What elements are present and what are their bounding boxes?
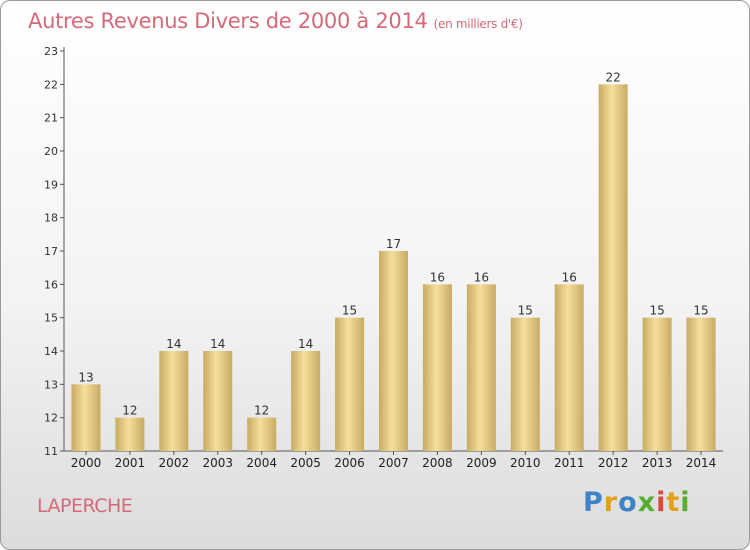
logo-letter: x: [637, 487, 657, 518]
bar: [642, 317, 672, 451]
x-tick-label: 2010: [510, 456, 541, 470]
bar: [159, 351, 189, 451]
logo-letter: i: [656, 487, 667, 518]
data-label: 15: [342, 304, 357, 318]
x-tick-label: 2004: [246, 456, 277, 470]
x-tick-label: 2012: [598, 456, 629, 470]
x-tick-label: 2009: [466, 456, 497, 470]
data-label: 13: [78, 370, 93, 384]
y-tick-label: 22: [44, 78, 58, 91]
data-label: 16: [562, 270, 577, 284]
data-label: 14: [210, 337, 225, 351]
x-tick-label: 2011: [554, 456, 585, 470]
bar: [247, 417, 277, 451]
bar: [291, 351, 321, 451]
y-tick-label: 23: [44, 45, 58, 58]
bar: [379, 251, 408, 451]
bar: [71, 384, 101, 451]
x-tick-label: 2006: [334, 456, 365, 470]
data-label: 16: [474, 270, 489, 284]
data-label: 15: [518, 304, 533, 318]
x-tick-label: 2014: [686, 456, 717, 470]
y-tick-label: 20: [44, 145, 58, 158]
x-tick-label: 2013: [642, 456, 673, 470]
data-label: 12: [254, 404, 269, 418]
y-tick-label: 13: [44, 378, 58, 391]
y-tick-label: 15: [44, 312, 58, 325]
logo-letter: o: [618, 487, 638, 518]
y-tick-label: 12: [44, 412, 58, 425]
bar: [335, 317, 365, 451]
data-label: 17: [386, 237, 401, 251]
data-label: 14: [166, 337, 181, 351]
logo-letter: P: [583, 487, 604, 518]
x-tick-label: 2007: [378, 456, 409, 470]
title-unit: (en milliers d'€): [433, 17, 523, 31]
y-tick-label: 17: [44, 245, 58, 258]
data-label: 22: [606, 70, 621, 84]
chart-title: Autres Revenus Divers de 2000 à 2014 (en …: [28, 9, 523, 33]
x-tick-label: 2000: [71, 456, 102, 470]
data-label: 15: [649, 304, 664, 318]
bar: [203, 351, 233, 451]
data-label: 16: [430, 270, 445, 284]
data-label: 14: [298, 337, 313, 351]
bar: [598, 84, 628, 451]
proxiti-logo[interactable]: Proxiti: [583, 487, 691, 518]
y-tick-label: 21: [44, 112, 58, 125]
y-tick-label: 19: [44, 178, 58, 191]
bar: [115, 417, 145, 451]
bar: [510, 317, 540, 451]
data-label: 15: [693, 304, 708, 318]
bar: [686, 317, 716, 451]
logo-letter: i: [680, 487, 691, 518]
bar: [554, 284, 584, 451]
y-tick-label: 16: [44, 278, 58, 291]
title-main: Autres Revenus Divers de 2000 à 2014: [28, 9, 428, 33]
bar: [466, 284, 496, 451]
logo-letter: t: [666, 487, 681, 518]
y-tick-label: 14: [44, 345, 58, 358]
data-label: 12: [122, 404, 137, 418]
x-tick-label: 2002: [159, 456, 190, 470]
x-tick-label: 2005: [290, 456, 321, 470]
logo-letter: r: [603, 487, 619, 518]
x-tick-label: 2001: [115, 456, 146, 470]
y-tick-label: 18: [44, 212, 58, 225]
y-tick-label: 11: [44, 445, 58, 458]
x-tick-label: 2008: [422, 456, 453, 470]
location-label: LAPERCHE: [37, 495, 133, 517]
bar: [422, 284, 452, 451]
x-tick-label: 2003: [202, 456, 233, 470]
